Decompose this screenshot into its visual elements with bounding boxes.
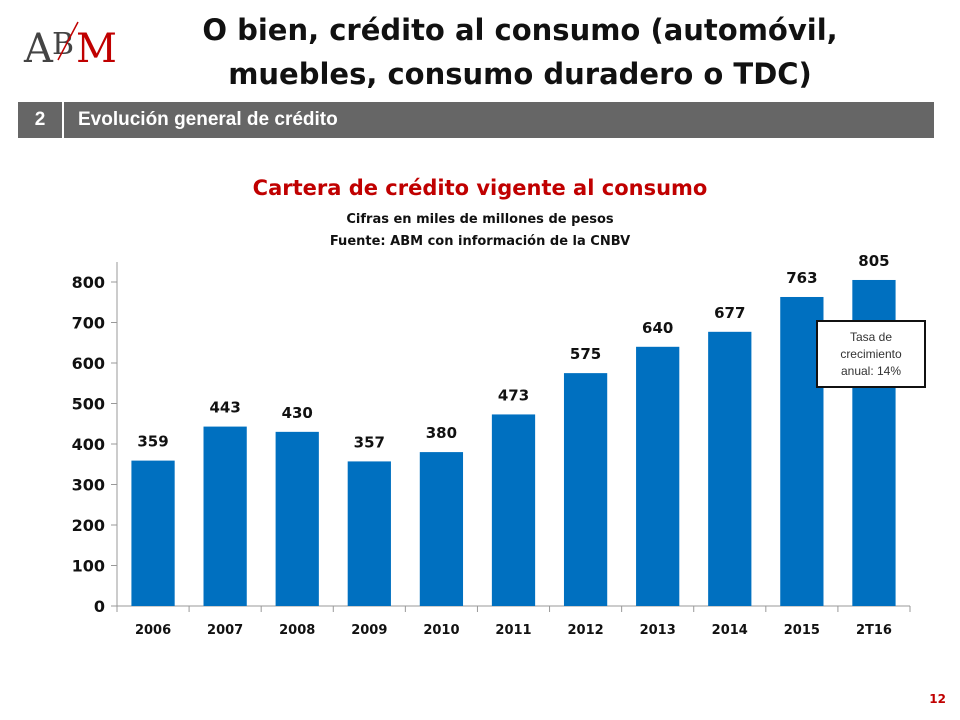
growth-note-line1: Tasa de: [849, 329, 893, 344]
bar-value-label: 763: [786, 269, 817, 287]
bar-value-label: 357: [354, 433, 385, 451]
slide-title: O bien, crédito al consumo (automóvil, m…: [202, 13, 838, 91]
bar: [563, 373, 608, 606]
chart-title: Cartera de crédito vigente al consumo: [252, 176, 708, 200]
x-tick-label: 2012: [567, 623, 603, 638]
bar: [419, 452, 464, 606]
x-tick-label: 2009: [351, 623, 387, 638]
bar-value-label: 359: [137, 433, 168, 451]
y-tick-label: 0: [94, 597, 105, 616]
bar-value-label: 640: [642, 319, 673, 337]
x-tick-label: 2014: [712, 623, 748, 638]
svg-text:A: A: [23, 26, 54, 72]
x-tick-label: 2011: [495, 623, 531, 638]
x-tick-label: 2006: [135, 623, 171, 638]
growth-note-line2: crecimiento: [840, 346, 902, 361]
svg-text:M: M: [76, 26, 117, 72]
bar: [491, 414, 536, 606]
y-tick-label: 600: [72, 354, 105, 373]
bar-value-label: 677: [714, 304, 745, 322]
section-label: Evolución general de crédito: [78, 109, 338, 130]
page-number: 12: [929, 692, 946, 706]
bar: [131, 460, 175, 606]
bar: [275, 431, 319, 606]
y-tick-label: 700: [72, 314, 105, 333]
x-tick-label: 2013: [640, 623, 676, 638]
x-tick-label: 2015: [784, 623, 820, 638]
bar: [203, 426, 247, 606]
bar: [347, 461, 391, 606]
abm-logo: A B M: [23, 21, 117, 72]
growth-rate-note: Tasa de crecimiento anual: 14%: [816, 320, 926, 388]
bar-value-label: 380: [426, 424, 457, 442]
chart-subtitle: Cifras en miles de millones de pesos: [346, 212, 614, 227]
y-tick-label: 400: [72, 435, 105, 454]
y-tick-label: 100: [72, 557, 105, 576]
y-tick-label: 300: [72, 476, 105, 495]
x-tick-label: 2010: [423, 623, 459, 638]
growth-note-line3: anual: 14%: [840, 363, 902, 378]
chart-source: Fuente: ABM con información de la CNBV: [329, 234, 631, 249]
section-header-bar: 2 Evolución general de crédito: [18, 102, 934, 138]
y-tick-label: 500: [72, 395, 105, 414]
bar-value-label: 805: [858, 252, 889, 270]
y-tick-label: 200: [72, 516, 105, 535]
svg-text:B: B: [52, 27, 74, 62]
x-tick-label: 2T16: [856, 623, 892, 638]
bar-value-label: 443: [209, 399, 240, 417]
x-tick-label: 2008: [279, 623, 315, 638]
bar: [708, 331, 752, 606]
bar-value-label: 575: [570, 345, 601, 363]
bar: [636, 346, 680, 606]
section-number: 2: [18, 102, 64, 138]
x-tick-label: 2007: [207, 623, 243, 638]
bar-value-label: 473: [498, 386, 529, 404]
bar-value-label: 430: [282, 404, 313, 422]
y-tick-label: 800: [72, 273, 105, 292]
